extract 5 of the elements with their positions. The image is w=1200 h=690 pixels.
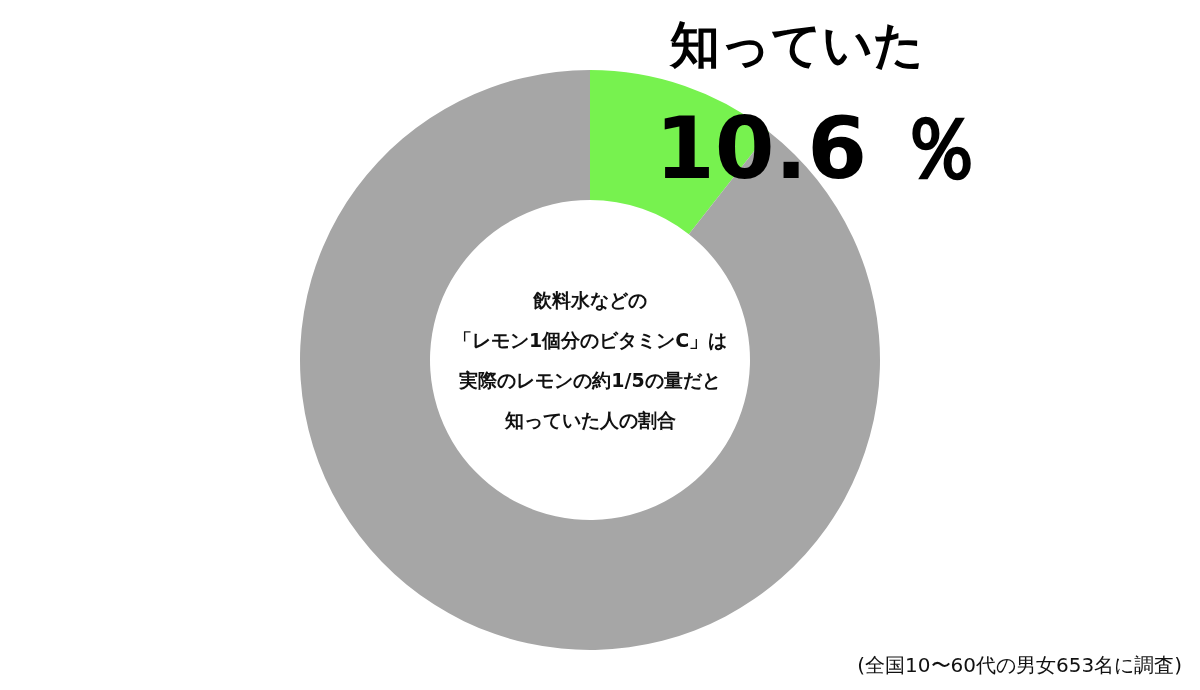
text: 飲料水などの「レモン1個分のビタミンC」は実際のレモンの約1/5の量だと知っていた人の割合 bbox=[452, 289, 728, 431]
donut-slice bbox=[300, 70, 880, 650]
slice-label: 知っていた bbox=[669, 16, 924, 74]
data-label: 10.6 ％ bbox=[655, 98, 984, 198]
text: (全国10〜60代の男女653名に調査) bbox=[857, 653, 1182, 677]
